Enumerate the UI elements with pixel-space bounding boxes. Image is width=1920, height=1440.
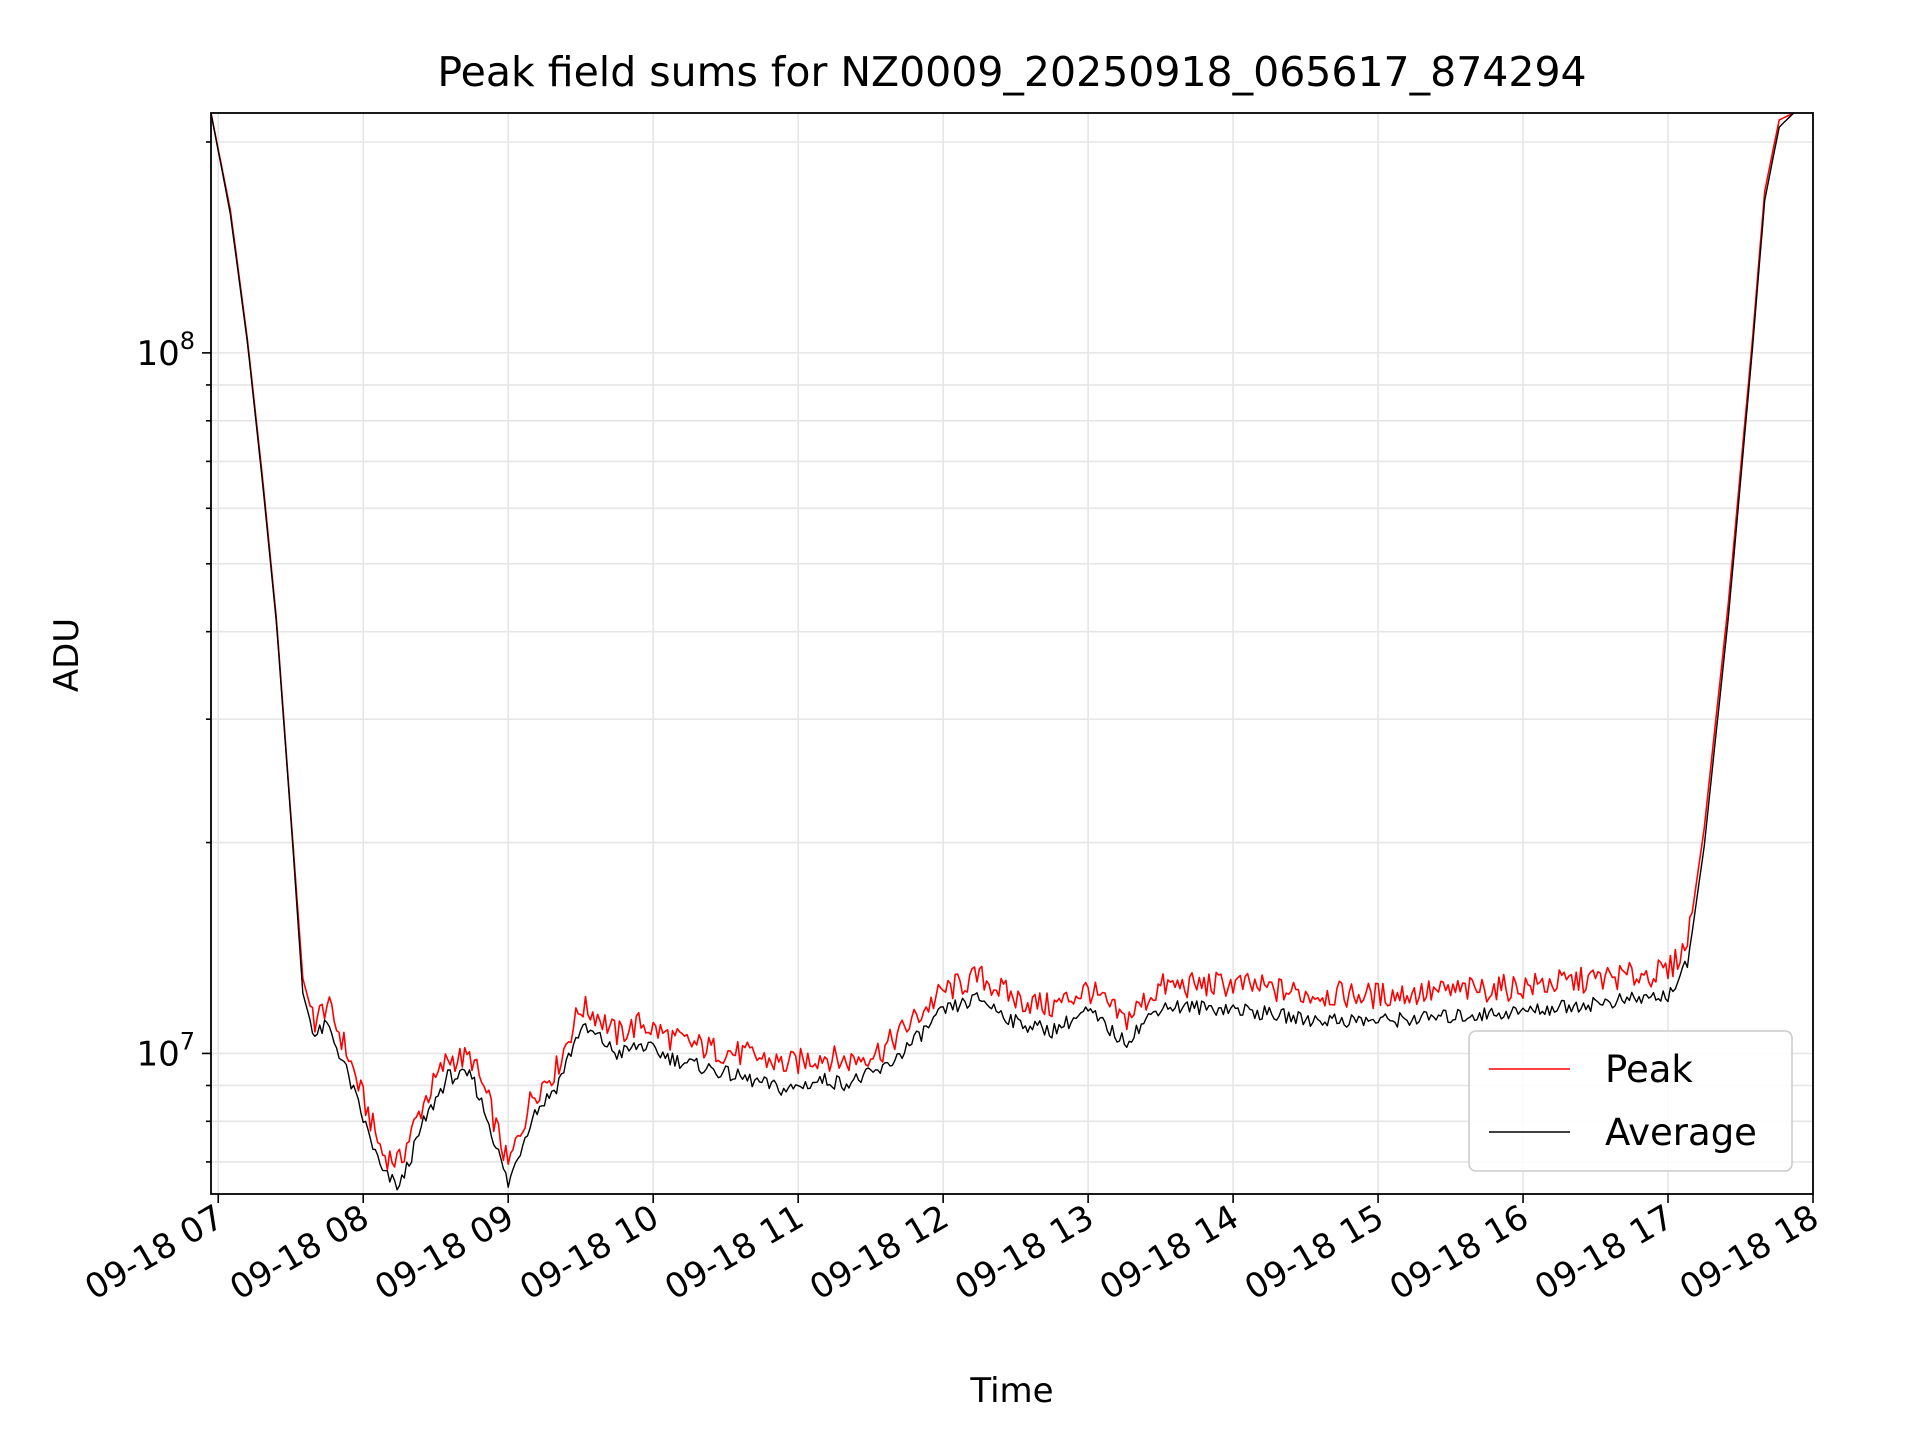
chart-title: Peak field sums for NZ0009_20250918_0656… [437, 48, 1586, 96]
legend-label-peak: Peak [1605, 1048, 1693, 1091]
x-axis-label: Time [969, 1371, 1053, 1411]
x-tick-label: 09-18 18 [1673, 1197, 1825, 1308]
x-tick-label: 09-18 13 [948, 1197, 1100, 1308]
x-tick-label: 09-18 10 [513, 1197, 665, 1308]
series-line-peak [210, 112, 1795, 1171]
x-tick-label: 09-18 09 [368, 1197, 520, 1308]
series-layer [210, 112, 1795, 1191]
legend-box [1468, 1030, 1793, 1172]
x-tick-label: 09-18 08 [223, 1197, 375, 1308]
plot-frame [210, 112, 1814, 1195]
y-tick-label: 108 [136, 327, 195, 374]
y-tick-label: 107 [136, 1027, 195, 1074]
x-tick-label: 09-18 16 [1383, 1197, 1535, 1308]
x-tick-label: 09-18 17 [1528, 1197, 1680, 1308]
x-tick-label: 09-18 11 [658, 1197, 810, 1308]
x-tick-label: 09-18 14 [1093, 1197, 1245, 1308]
legend: Peak Average [1468, 1030, 1793, 1172]
y-axis-label: ADU [47, 618, 87, 692]
x-tick-label: 09-18 15 [1238, 1197, 1390, 1308]
x-tick-label: 09-18 12 [803, 1197, 955, 1308]
x-tick-label: 09-18 07 [78, 1197, 230, 1308]
series-line-average [210, 112, 1795, 1191]
legend-label-average: Average [1605, 1111, 1757, 1154]
